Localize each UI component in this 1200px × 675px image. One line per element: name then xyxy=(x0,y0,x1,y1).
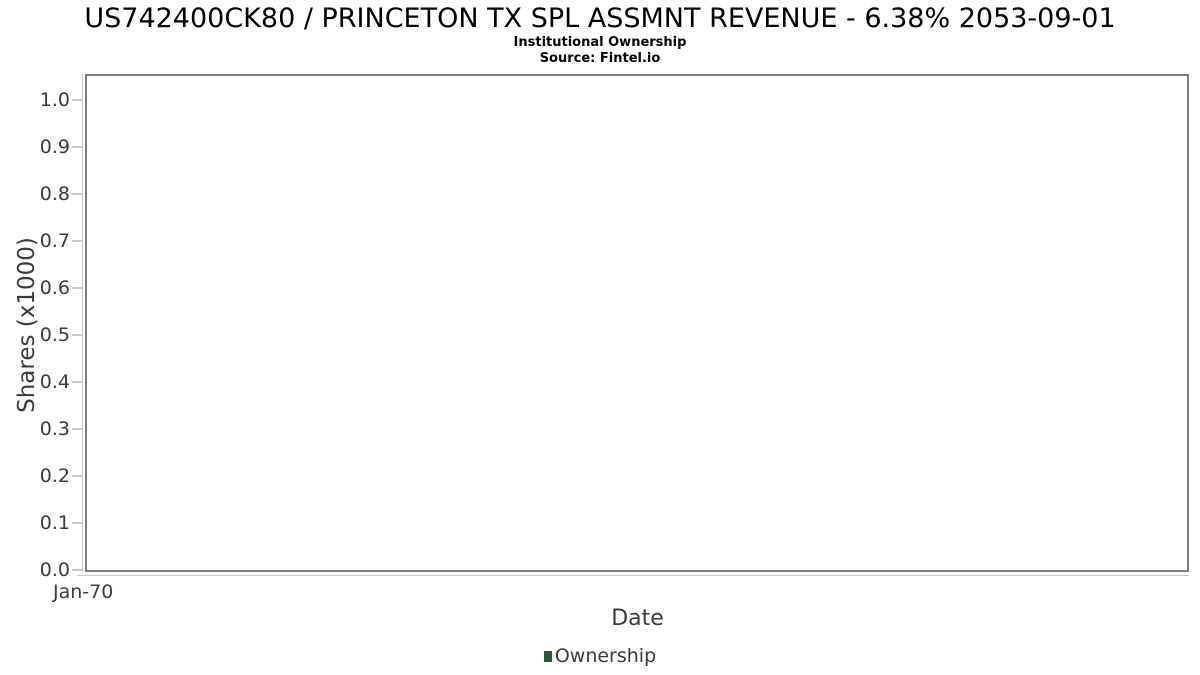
legend-swatch-ownership xyxy=(543,650,552,662)
y-tick-mark-0.8 xyxy=(72,193,83,195)
y-tick-mark-0.0 xyxy=(72,569,83,571)
x-tick-label: Jan-70 xyxy=(53,581,114,603)
y-axis-line xyxy=(82,74,83,572)
y-tick-mark-0.3 xyxy=(72,428,83,430)
y-tick-label-0.5: 0.5 xyxy=(39,324,70,346)
y-tick-label-0.4: 0.4 xyxy=(39,371,70,393)
y-tick-mark-0.2 xyxy=(72,475,83,477)
y-tick-mark-0.4 xyxy=(72,381,83,383)
chart-source: Source: Fintel.io xyxy=(539,51,661,66)
chart-title: US742400CK80 / PRINCETON TX SPL ASSMNT R… xyxy=(84,3,1116,34)
y-tick-label-0.8: 0.8 xyxy=(39,183,70,205)
y-tick-mark-1.0 xyxy=(72,99,83,101)
chart-subtitle: Institutional Ownership xyxy=(513,35,687,50)
y-tick-label-0.6: 0.6 xyxy=(39,277,70,299)
y-tick-label-0.2: 0.2 xyxy=(39,465,70,487)
y-tick-label-0.0: 0.0 xyxy=(39,559,70,581)
plot-frame xyxy=(85,74,1189,572)
y-tick-mark-0.6 xyxy=(72,287,83,289)
y-tick-mark-0.5 xyxy=(72,334,83,336)
y-tick-label-0.9: 0.9 xyxy=(39,136,70,158)
x-axis-line xyxy=(77,575,1189,576)
y-tick-mark-0.1 xyxy=(72,522,83,524)
legend-label-ownership: Ownership xyxy=(554,645,657,667)
legend: Ownership xyxy=(0,645,1200,667)
plot-area xyxy=(85,74,1189,572)
y-tick-mark-0.7 xyxy=(72,240,83,242)
y-tick-mark-0.9 xyxy=(72,146,83,148)
y-tick-label-0.1: 0.1 xyxy=(39,512,70,534)
y-tick-label-0.7: 0.7 xyxy=(39,230,70,252)
x-axis-label: Date xyxy=(611,606,664,631)
y-tick-label-0.3: 0.3 xyxy=(39,418,70,440)
y-tick-label-1.0: 1.0 xyxy=(39,89,70,111)
